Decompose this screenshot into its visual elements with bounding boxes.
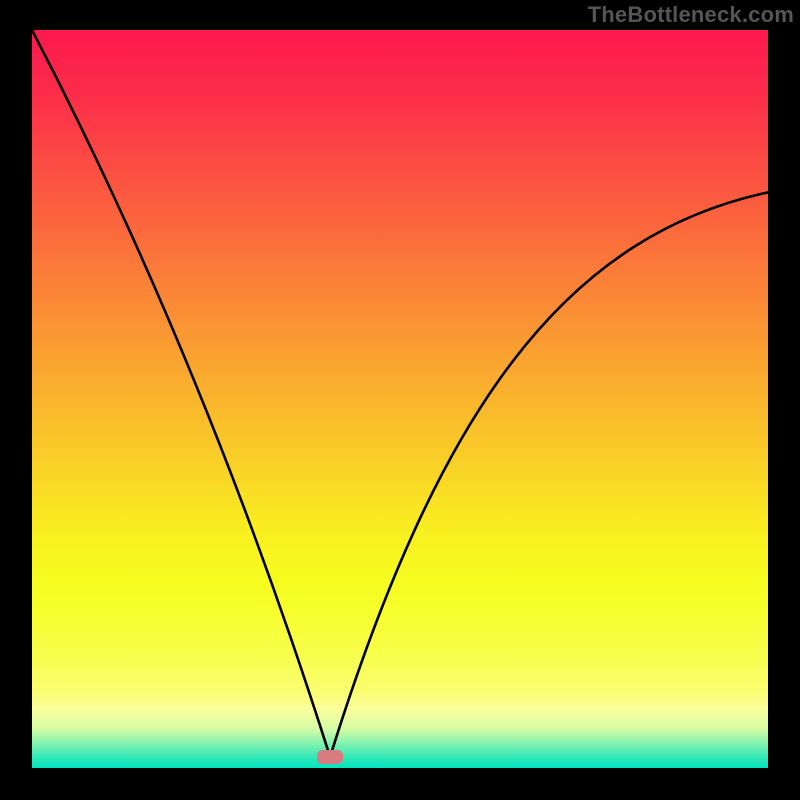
- plot-area: [32, 30, 768, 768]
- bottleneck-marker: [317, 750, 343, 763]
- v-curve: [32, 30, 768, 768]
- chart-canvas: TheBottleneck.com: [0, 0, 800, 800]
- watermark-text: TheBottleneck.com: [588, 2, 794, 28]
